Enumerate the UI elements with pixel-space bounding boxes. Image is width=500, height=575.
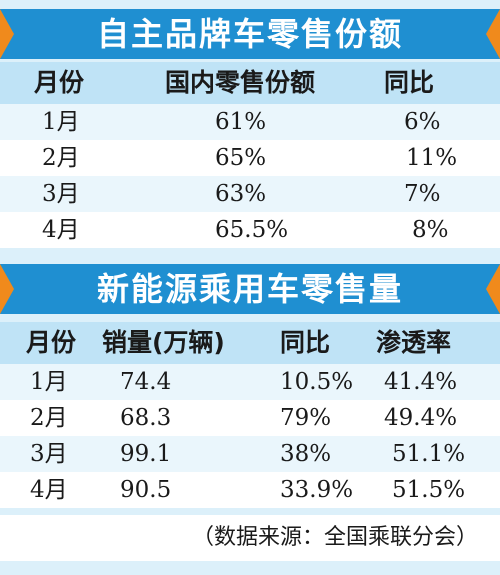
table2-title: 新能源乘用车零售量	[96, 270, 403, 308]
table1-title: 自主品牌车零售份额	[96, 15, 403, 53]
table1-row: 4月 65.5% 8%	[0, 212, 500, 248]
table1-cell-share: 65%	[215, 145, 267, 171]
table2-header-yoy: 同比	[280, 328, 331, 357]
table2-row: 3月 99.1 38% 51.1%	[0, 436, 500, 472]
table1-cell-share: 65.5%	[215, 217, 289, 243]
table1-header-row: 月份 国内零售份额 同比	[0, 62, 500, 104]
table1-header-yoy: 同比	[384, 68, 435, 97]
table2-cell-yoy: 33.9%	[280, 477, 354, 503]
table2-cell-month: 1月	[30, 369, 68, 395]
table2-cell-yoy: 38%	[280, 441, 332, 467]
table1-header-month: 月份	[34, 68, 85, 97]
table1-cell-yoy: 6%	[404, 109, 441, 135]
table2-cell-month: 2月	[30, 405, 68, 431]
table2-cell-volume: 99.1	[120, 441, 172, 467]
banner-right-arrow-icon	[486, 264, 500, 314]
banner-right-arrow-icon	[486, 9, 500, 59]
table2-row: 2月 68.3 79% 49.4%	[0, 400, 500, 436]
table1-cell-yoy: 7%	[404, 181, 441, 207]
table1-row: 2月 65% 11%	[0, 140, 500, 176]
table1-cell-month: 2月	[42, 145, 80, 171]
table2-row: 4月 90.5 33.9% 51.5%	[0, 472, 500, 508]
table1-cell-yoy: 11%	[406, 145, 458, 171]
table2-cell-penetration: 51.5%	[392, 477, 466, 503]
table1-cell-month: 3月	[42, 181, 80, 207]
table2-cell-penetration: 51.1%	[392, 441, 466, 467]
table2-cell-month: 3月	[30, 441, 68, 467]
table2-cell-penetration: 41.4%	[384, 369, 458, 395]
table1-cell-month: 1月	[42, 109, 80, 135]
table1-row: 3月 63% 7%	[0, 176, 500, 212]
table2-header-volume: 销量(万辆)	[102, 328, 225, 357]
banner-left-arrow-icon	[0, 264, 14, 314]
table1-cell-share: 61%	[215, 109, 267, 135]
table2-header-row: 月份 销量(万辆) 同比 渗透率	[0, 322, 500, 364]
table1-header-share: 国内零售份额	[165, 68, 316, 97]
table2-cell-month: 4月	[30, 477, 68, 503]
banner-left-arrow-icon	[0, 9, 14, 59]
table2-cell-yoy: 79%	[280, 405, 332, 431]
table1-row: 1月 61% 6%	[0, 104, 500, 140]
table1-cell-month: 4月	[42, 217, 80, 243]
table1-cell-yoy: 8%	[412, 217, 449, 243]
table2-cell-volume: 74.4	[120, 369, 172, 395]
table1-title-banner: 自主品牌车零售份额	[0, 9, 500, 59]
table2-header-month: 月份	[26, 328, 77, 357]
table2-cell-yoy: 10.5%	[280, 369, 354, 395]
table2-title-banner: 新能源乘用车零售量	[0, 264, 500, 314]
table2-cell-volume: 68.3	[120, 405, 172, 431]
table2-header-penetration: 渗透率	[376, 328, 452, 357]
source-note: （数据来源：全国乘联分会）	[0, 515, 500, 561]
table1-cell-share: 63%	[215, 181, 267, 207]
table2-cell-volume: 90.5	[120, 477, 172, 503]
table2-row: 1月 74.4 10.5% 41.4%	[0, 364, 500, 400]
table2-cell-penetration: 49.4%	[384, 405, 458, 431]
